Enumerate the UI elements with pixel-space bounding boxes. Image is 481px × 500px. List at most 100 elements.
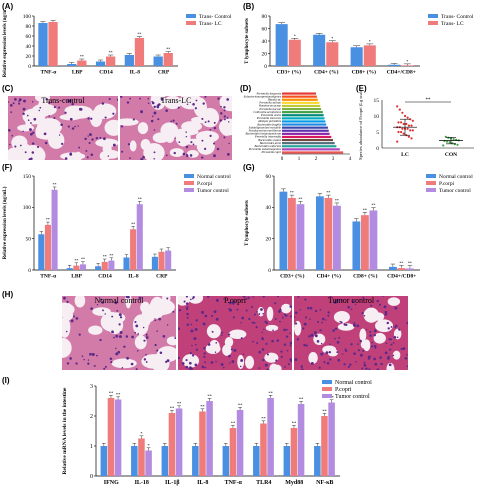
cell-nucleus — [388, 363, 392, 367]
x-tick-label: CD14 — [99, 70, 113, 76]
cell-nucleus — [323, 361, 326, 364]
bar — [124, 55, 134, 66]
cell-nucleus — [316, 320, 319, 323]
bar — [38, 234, 45, 270]
alveolar-space — [152, 132, 170, 143]
cell-nucleus — [384, 351, 388, 355]
y-tick-label: 0 — [376, 146, 379, 152]
cell-nucleus — [77, 125, 79, 127]
cell-nucleus — [117, 350, 121, 354]
alveolar-space — [106, 312, 126, 324]
cell-nucleus — [302, 327, 305, 330]
alveolar-space — [111, 358, 137, 369]
bar — [321, 416, 328, 476]
histology-normal-control-image: Normal control — [62, 296, 176, 370]
cell-nucleus — [165, 360, 168, 363]
alveolar-space — [37, 97, 49, 118]
bar — [138, 438, 145, 476]
cell-nucleus — [388, 338, 391, 341]
bar — [95, 266, 102, 270]
cell-nucleus — [285, 328, 288, 331]
cell-nucleus — [178, 356, 180, 360]
bar — [333, 205, 341, 270]
cell-nucleus — [103, 367, 106, 370]
cell-nucleus — [147, 102, 150, 104]
cell-nucleus — [369, 334, 372, 337]
panel-label-a: (A) — [2, 2, 14, 11]
cell-nucleus — [359, 353, 363, 357]
cell-nucleus — [240, 359, 244, 362]
significance-mark: * — [406, 59, 408, 64]
cell-nucleus — [299, 309, 301, 311]
cell-nucleus — [370, 345, 373, 348]
cell-nucleus — [38, 109, 41, 112]
cell-nucleus — [118, 313, 122, 317]
cell-nucleus — [126, 101, 130, 104]
cell-nucleus — [111, 315, 114, 318]
legend-label: Tumor control — [197, 188, 229, 194]
cell-nucleus — [368, 355, 371, 358]
cell-nucleus — [223, 118, 226, 121]
y-tick-label: 0 — [28, 268, 31, 274]
bar — [287, 197, 296, 270]
data-point — [407, 135, 410, 138]
cell-nucleus — [262, 296, 265, 298]
cell-nucleus — [382, 296, 384, 297]
cell-nucleus — [182, 152, 186, 156]
cell-nucleus — [266, 353, 269, 356]
cell-nucleus — [36, 145, 40, 149]
x-tick-label: CD8+ (%) — [352, 69, 377, 76]
cell-nucleus — [85, 149, 88, 152]
cell-nucleus — [327, 311, 330, 314]
cell-nucleus — [376, 299, 379, 303]
significance-mark: ** — [299, 396, 304, 401]
cell-nucleus — [18, 102, 21, 105]
cell-nucleus — [116, 309, 119, 312]
cell-nucleus — [134, 331, 137, 334]
cell-nucleus — [387, 355, 390, 358]
cell-nucleus — [101, 102, 105, 105]
cell-nucleus — [260, 308, 263, 311]
cell-nucleus — [253, 321, 256, 324]
alveolar-space — [269, 363, 279, 370]
cell-nucleus — [8, 129, 11, 132]
cell-nucleus — [396, 336, 399, 338]
cell-nucleus — [378, 303, 382, 306]
cell-nucleus — [357, 349, 360, 352]
cell-nucleus — [203, 355, 206, 358]
alveolar-space — [99, 150, 111, 160]
cell-nucleus — [83, 358, 85, 361]
chart-e: 0 5 10 15 Species abundance of P.copri (Lg s… — [358, 90, 474, 160]
cell-nucleus — [151, 101, 155, 105]
alveolar-space — [265, 324, 279, 332]
x-tick-label: IL-8 — [130, 70, 141, 76]
data-point — [396, 105, 399, 108]
cell-nucleus — [190, 141, 193, 144]
y-tick-label: 40 — [26, 44, 32, 50]
cell-nucleus — [263, 328, 265, 331]
cell-nucleus — [185, 145, 189, 149]
legend-swatch — [428, 21, 438, 25]
cell-nucleus — [89, 352, 92, 356]
y-tick-label: 20 — [262, 51, 268, 57]
cell-nucleus — [112, 331, 114, 334]
data-point — [446, 140, 449, 143]
cell-nucleus — [121, 367, 124, 369]
bar — [100, 446, 108, 476]
cell-nucleus — [189, 366, 192, 369]
cell-nucleus — [213, 142, 215, 145]
cell-nucleus — [75, 317, 79, 320]
cell-nucleus — [344, 349, 348, 352]
cell-nucleus — [355, 360, 357, 363]
significance-mark: * — [294, 33, 296, 38]
cell-nucleus — [276, 296, 280, 298]
bar — [282, 148, 340, 151]
cell-nucleus — [386, 321, 390, 325]
cell-nucleus — [138, 296, 142, 300]
alveolar-space — [35, 126, 42, 139]
x-tick-label: TNF-α — [225, 480, 243, 486]
cell-nucleus — [374, 347, 377, 350]
data-point — [409, 118, 412, 121]
cell-nucleus — [321, 321, 323, 324]
cell-nucleus — [314, 309, 318, 313]
